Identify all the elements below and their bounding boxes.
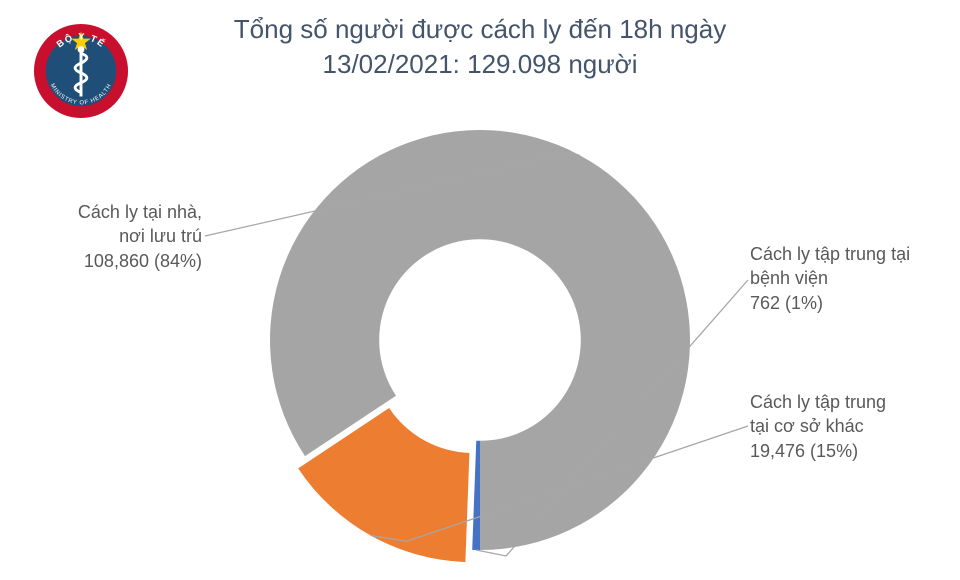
slice-hospital (472, 441, 480, 550)
label-home: Cách ly tại nhà, nơi lưu trú 108,860 (84… (12, 200, 202, 273)
chart-title: Tổng số người được cách ly đến 18h ngày … (0, 12, 960, 82)
donut-chart (240, 100, 720, 580)
title-line2: 13/02/2021: 129.098 người (323, 49, 638, 79)
label-hospital: Cách ly tập trung tại bệnh viện 762 (1%) (750, 242, 950, 315)
label-other-facility: Cách ly tập trung tại cơ sở khác 19,476 … (750, 390, 950, 463)
title-line1: Tổng số người được cách ly đến 18h ngày (234, 14, 726, 44)
